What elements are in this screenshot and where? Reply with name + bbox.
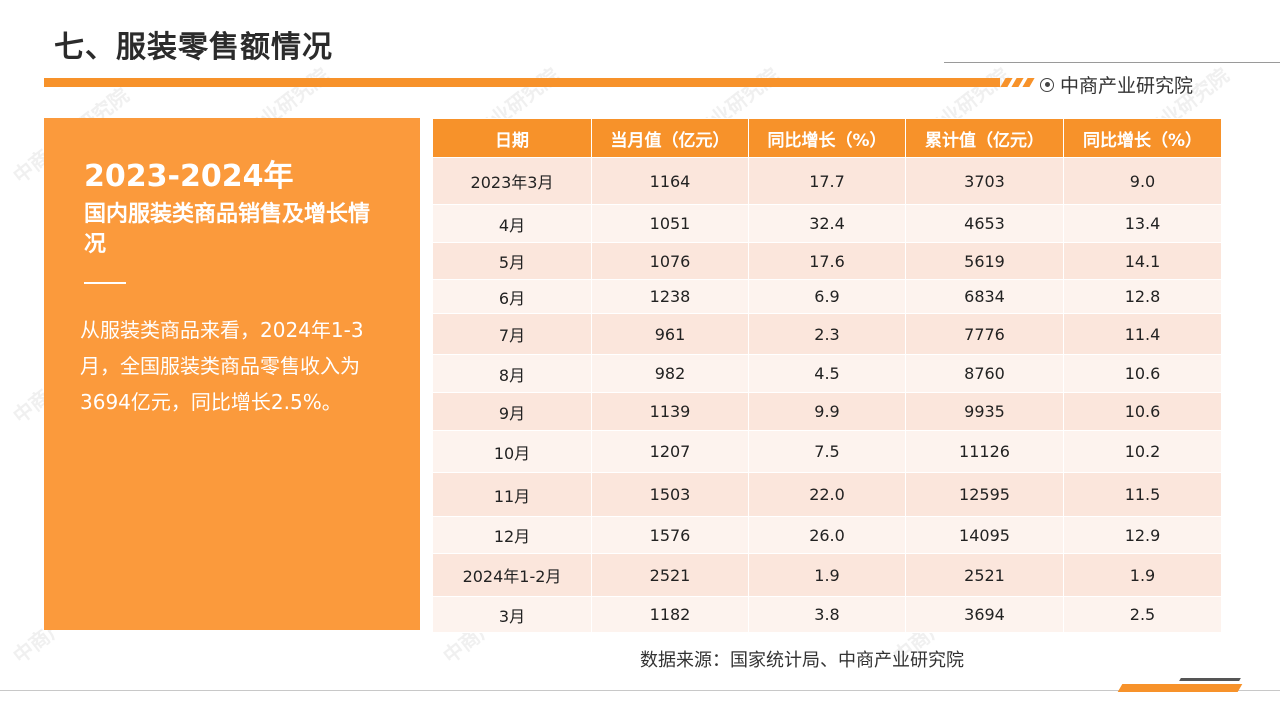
- table-cell: 8月: [432, 354, 592, 393]
- table-cell: 3694: [905, 596, 1064, 633]
- table-row: 2024年1-2月 2521 1.9 2521 1.9: [432, 553, 1222, 597]
- table-row: 3月 1182 3.8 3694 2.5: [432, 596, 1222, 633]
- title-accent-bar: [44, 78, 1000, 87]
- target-icon: [1040, 77, 1054, 92]
- table-cell: 8760: [905, 354, 1064, 393]
- table-row: 7月 961 2.3 7776 11.4: [432, 313, 1222, 355]
- header-cell-monthly-yoy: 同比增长（%）: [748, 118, 906, 158]
- table-cell: 4653: [905, 204, 1064, 243]
- table-cell: 2.5: [1063, 596, 1222, 633]
- table-cell: 2024年1-2月: [432, 553, 592, 597]
- brand-logo: 中商产业研究院: [1040, 71, 1193, 98]
- table-row: 8月 982 4.5 8760 10.6: [432, 354, 1222, 393]
- table-row: 2023年3月 1164 17.7 3703 9.0: [432, 157, 1222, 205]
- table-cell: 22.0: [748, 472, 906, 517]
- table-cell: 10.6: [1063, 354, 1222, 393]
- table-cell: 9935: [905, 392, 1064, 431]
- header-cell-monthly: 当月值（亿元）: [591, 118, 749, 158]
- table-cell: 1207: [591, 430, 749, 473]
- table-cell: 1238: [591, 279, 749, 314]
- table-cell: 9月: [432, 392, 592, 431]
- table-cell: 1076: [591, 242, 749, 280]
- page-title: 七、服装零售额情况: [54, 30, 333, 65]
- table-row: 6月 1238 6.9 6834 12.8: [432, 279, 1222, 314]
- table-cell: 4.5: [748, 354, 906, 393]
- header-cell-cumulative-yoy: 同比增长（%）: [1063, 118, 1222, 158]
- table-cell: 1051: [591, 204, 749, 243]
- summary-panel: 2023-2024年 国内服装类商品销售及增长情况 从服装类商品来看，2024年…: [44, 118, 420, 630]
- table-cell: 5619: [905, 242, 1064, 280]
- table-row: 9月 1139 9.9 9935 10.6: [432, 392, 1222, 431]
- table-cell: 10.2: [1063, 430, 1222, 473]
- table-cell: 7776: [905, 313, 1064, 355]
- table-cell: 9.9: [748, 392, 906, 431]
- table-cell: 12.8: [1063, 279, 1222, 314]
- data-source: 数据来源：国家统计局、中商产业研究院: [640, 650, 964, 671]
- table-cell: 1503: [591, 472, 749, 517]
- table-cell: 12595: [905, 472, 1064, 517]
- table-cell: 26.0: [748, 516, 906, 554]
- table-row: 11月 1503 22.0 12595 11.5: [432, 472, 1222, 517]
- table-cell: 1576: [591, 516, 749, 554]
- table-cell: 10.6: [1063, 392, 1222, 431]
- table-cell: 14.1: [1063, 242, 1222, 280]
- table-cell: 12.9: [1063, 516, 1222, 554]
- table-cell: 1139: [591, 392, 749, 431]
- table-cell: 4月: [432, 204, 592, 243]
- panel-title: 2023-2024年: [84, 159, 294, 194]
- table-cell: 1.9: [1063, 553, 1222, 597]
- footer-divider: [0, 690, 1280, 691]
- table-cell: 11.5: [1063, 472, 1222, 517]
- table-cell: 5月: [432, 242, 592, 280]
- table-cell: 13.4: [1063, 204, 1222, 243]
- table-cell: 7月: [432, 313, 592, 355]
- table-row: 5月 1076 17.6 5619 14.1: [432, 242, 1222, 280]
- table-row: 12月 1576 26.0 14095 12.9: [432, 516, 1222, 554]
- table-cell: 982: [591, 354, 749, 393]
- stripe-decoration: [1000, 78, 1035, 87]
- sales-table: 日期 当月值（亿元） 同比增长（%） 累计值（亿元） 同比增长（%） 2023年…: [432, 118, 1222, 633]
- table-cell: 2521: [591, 553, 749, 597]
- table-cell: 6834: [905, 279, 1064, 314]
- table-cell: 10月: [432, 430, 592, 473]
- table-cell: 1.9: [748, 553, 906, 597]
- table-cell: 961: [591, 313, 749, 355]
- table-cell: 11月: [432, 472, 592, 517]
- table-cell: 17.7: [748, 157, 906, 205]
- panel-body: 从服装类商品来看，2024年1-3月，全国服装类商品零售收入为3694亿元，同比…: [80, 318, 364, 414]
- table-cell: 6月: [432, 279, 592, 314]
- table-row: 10月 1207 7.5 11126 10.2: [432, 430, 1222, 473]
- table-cell: 7.5: [748, 430, 906, 473]
- table-cell: 11.4: [1063, 313, 1222, 355]
- table-cell: 14095: [905, 516, 1064, 554]
- table-row: 4月 1051 32.4 4653 13.4: [432, 204, 1222, 243]
- table-cell: 6.9: [748, 279, 906, 314]
- footer-accent-bar: [1117, 684, 1243, 692]
- brand-name: 中商产业研究院: [1060, 75, 1194, 97]
- table-cell: 2023年3月: [432, 157, 592, 205]
- table-cell: 17.6: [748, 242, 906, 280]
- panel-divider: [84, 282, 126, 284]
- table-cell: 3703: [905, 157, 1064, 205]
- footer-accent-dark: [1179, 678, 1241, 681]
- table-cell: 3月: [432, 596, 592, 633]
- table-cell: 1164: [591, 157, 749, 205]
- table-cell: 12月: [432, 516, 592, 554]
- table-cell: 1182: [591, 596, 749, 633]
- table-cell: 3.8: [748, 596, 906, 633]
- table-cell: 2521: [905, 553, 1064, 597]
- table-cell: 32.4: [748, 204, 906, 243]
- panel-subtitle: 国内服装类商品销售及增长情况: [84, 202, 371, 257]
- header-divider: [944, 62, 1280, 63]
- table-cell: 9.0: [1063, 157, 1222, 205]
- header-cell-cumulative: 累计值（亿元）: [905, 118, 1064, 158]
- table-cell: 2.3: [748, 313, 906, 355]
- table-header-row: 日期 当月值（亿元） 同比增长（%） 累计值（亿元） 同比增长（%）: [432, 118, 1222, 158]
- table-cell: 11126: [905, 430, 1064, 473]
- header-cell-date: 日期: [432, 118, 592, 158]
